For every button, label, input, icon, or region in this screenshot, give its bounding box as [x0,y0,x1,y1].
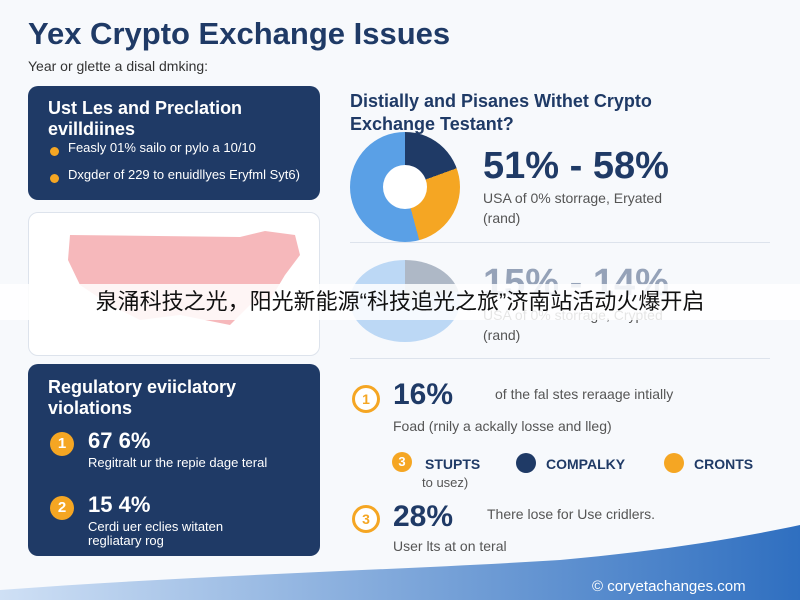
legend-label: CRONTS [694,456,754,472]
panel-title: Ust Les and Preclation evilldiines [48,98,243,139]
legend-swatch [516,453,536,473]
bullet-text: Dxgder of 229 to enuidllyes Eryfml Syt6) [68,167,300,182]
stat-value: 67 6% [88,428,151,453]
panel [28,364,320,556]
stat-note: Foad (rnily a ackally losse and lleg) [393,418,612,434]
stat-text: of the fal stes reraage intially [495,386,674,402]
legend-label: COMPALKY [546,456,626,472]
donut-hole [383,165,427,209]
subtitle: Year or glette a disal dmking: [28,58,209,74]
stat-text: Regitralt ur the repie dage teral [88,455,268,470]
stat-text: Cerdi uer eclies witaten regliatary rog [88,519,224,548]
number-badge: 3 [392,452,412,472]
panel-title: Regulatory eviiclatory violations [48,377,237,418]
stat-note: (rand) [483,210,521,226]
bullet [50,174,59,183]
stat-value: 28% [393,500,454,533]
number-badge: 3 [352,505,380,533]
panel [28,86,320,200]
stat-value: 16% [393,378,454,411]
stat-text: USA of 0% storrage, Eryated [483,190,662,206]
legend-swatch [664,453,684,473]
stat-value: 15 4% [88,492,151,517]
heading: Distially and Pisanes Withet Crypto Exch… [350,91,652,134]
stat-note: User lts at on teral [393,538,507,554]
bullet-text: Feasly 01% sailo or pylo a 10/10 [68,140,256,155]
banner: 泉涌科技之光，阳光新能源“科技追光之旅”济南站活动火爆开启 [0,284,800,320]
stat-note: (rand) [483,327,521,343]
title: Yex Crypto Exchange Issues [28,16,451,51]
number-badge: 1 [50,432,74,456]
number-badge: 1 [352,385,380,413]
number-badge: 2 [50,496,74,520]
stat-value: 51% - 58% [483,145,669,187]
footer: © coryetachanges.com [592,578,746,595]
divider [350,242,770,243]
divider [350,358,770,359]
legend-label: STUPTS [425,456,481,472]
bullet [50,147,59,156]
legend-note: to usez) [422,475,469,490]
stat-text: There lose for Use cridlers. [487,506,656,522]
